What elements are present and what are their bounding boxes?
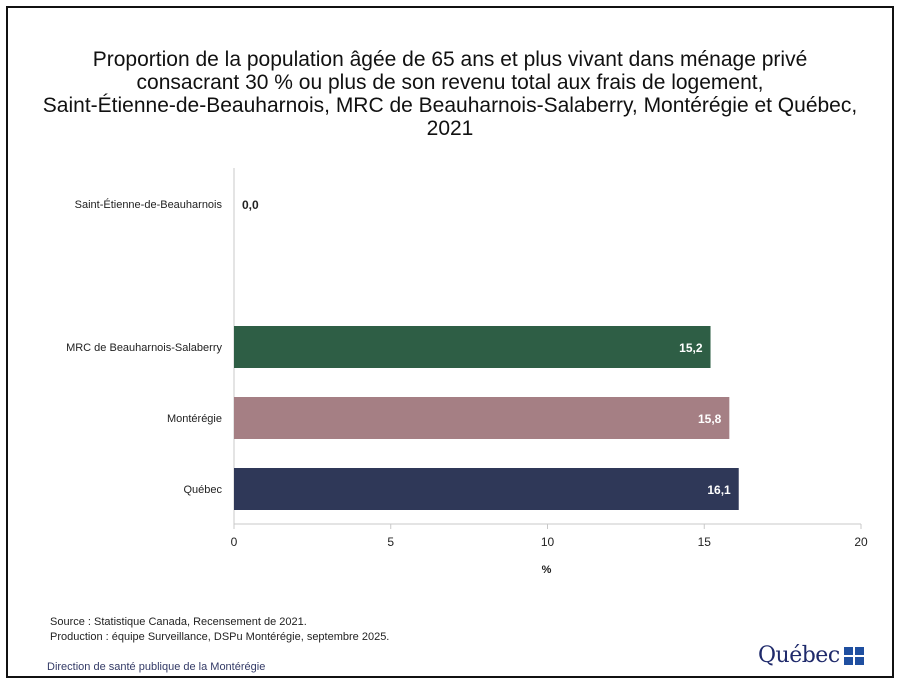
chart-title: Proportion de la population âgée de 65 a… (30, 48, 870, 140)
title-line-3: Saint-Étienne-de-Beauharnois, MRC de Bea… (42, 94, 858, 117)
data-label: 15,8 (698, 412, 722, 426)
category-label: Montérégie (167, 413, 222, 425)
category-label: Québec (183, 484, 222, 496)
x-tick-label: 10 (541, 535, 555, 549)
quebec-flag-icon (843, 646, 864, 665)
bar (234, 326, 711, 368)
title-line-4: 2021 (426, 117, 474, 140)
quebec-logo: Québec (758, 643, 864, 668)
source-note: Source : Statistique Canada, Recensement… (50, 616, 307, 628)
logo-text: Québec (758, 643, 840, 668)
x-tick-label: 0 (231, 535, 238, 549)
bar (234, 397, 730, 439)
x-tick-label: 5 (387, 535, 394, 549)
data-label: 16,1 (707, 483, 731, 497)
data-label: 0,0 (242, 198, 259, 212)
data-label: 15,2 (679, 341, 703, 355)
production-note: Production : équipe Surveillance, DSPu M… (50, 631, 390, 643)
title-line-1: Proportion de la population âgée de 65 a… (92, 48, 808, 71)
x-axis-label: % (542, 564, 552, 576)
category-label: Saint-Étienne-de-Beauharnois (75, 198, 223, 211)
x-tick-label: 20 (854, 535, 868, 549)
category-label: MRC de Beauharnois-Salaberry (66, 342, 222, 354)
bar (234, 468, 739, 510)
direction-label: Direction de santé publique de la Montér… (47, 661, 266, 673)
x-tick-label: 15 (698, 535, 712, 549)
title-line-2: consacrant 30 % ou plus de son revenu to… (136, 71, 764, 94)
